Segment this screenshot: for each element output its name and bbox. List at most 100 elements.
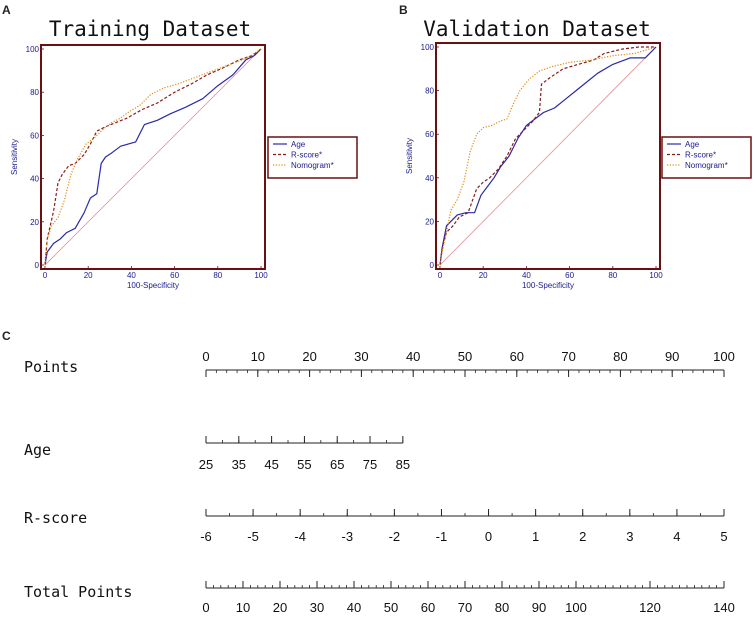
panel-letter-a: A [2, 3, 11, 17]
y-tick-label: 20 [30, 218, 39, 227]
scale-tick-label-total-points: 10 [236, 600, 250, 615]
scale-tick-label-r-score: -6 [200, 529, 212, 544]
scale-tick-label-r-score: 5 [720, 529, 727, 544]
scale-tick-label-age: 55 [297, 457, 311, 472]
series-line-nomogram [439, 46, 657, 266]
scale-tick-label-age: 65 [330, 457, 344, 472]
series-line-rscore [439, 46, 656, 266]
panel-letter-c: C [2, 329, 11, 343]
x-tick-label: 100 [649, 271, 663, 280]
x-axis-label: 100-Specificity [127, 281, 179, 290]
reference-diagonal-line [439, 46, 657, 266]
scale-tick-label-total-points: 120 [639, 600, 661, 615]
x-tick-label: 20 [84, 271, 93, 280]
scale-tick-label-total-points: 0 [202, 600, 209, 615]
scale-tick-label-points: 70 [561, 349, 575, 364]
scale-tick-label-points: 100 [713, 349, 735, 364]
x-tick-label: 100 [254, 271, 268, 280]
x-tick-label: 60 [170, 271, 179, 280]
scale-tick-label-points: 60 [510, 349, 524, 364]
legend-label-nomogram: Nomogram* [291, 161, 334, 170]
roc-chart-training: Training Dataset 0 20 40 60 80 100 0 20 40 60 80 100… [10, 17, 358, 290]
scale-tick-label-total-points: 50 [384, 600, 398, 615]
scale-tick-label-points: 0 [202, 349, 209, 364]
panel-letter-b: B [399, 3, 408, 17]
x-tick-label: 60 [565, 271, 574, 280]
y-tick-label: 60 [30, 131, 39, 140]
scale-label-r-score: R-score [24, 509, 87, 527]
plot-frame [40, 44, 266, 270]
legend-label-rscore: R-score* [685, 151, 716, 160]
scale-tick-label-r-score: 3 [626, 529, 633, 544]
scale-tick-label-r-score: -3 [341, 529, 353, 544]
scale-tick-label-points: 40 [406, 349, 420, 364]
scale-tick-label-total-points: 80 [495, 600, 509, 615]
series-line-age [44, 48, 262, 266]
x-tick-label: 0 [438, 271, 443, 280]
scale-tick-label-r-score: -1 [436, 529, 448, 544]
scale-tick-label-r-score: -4 [294, 529, 306, 544]
y-tick-label: 100 [421, 43, 435, 52]
reference-diagonal-line [44, 48, 262, 266]
scale-label-age: Age [24, 441, 51, 459]
scale-tick-label-points: 80 [613, 349, 627, 364]
y-tick-label: 20 [425, 217, 434, 226]
y-tick-label: 80 [425, 87, 434, 96]
scale-tick-label-r-score: 4 [673, 529, 680, 544]
series-line-nomogram [44, 48, 262, 266]
scale-tick-label-points: 20 [302, 349, 316, 364]
y-tick-label: 40 [30, 175, 39, 184]
y-tick-label: 100 [26, 45, 40, 54]
series-line-rscore [44, 48, 262, 266]
y-axis-label: Sensitivity [405, 138, 414, 174]
scale-tick-label-r-score: 2 [579, 529, 586, 544]
x-tick-label: 40 [522, 271, 531, 280]
scale-tick-label-total-points: 20 [273, 600, 287, 615]
y-tick-label: 0 [430, 261, 435, 270]
scale-tick-label-total-points: 90 [532, 600, 546, 615]
scale-tick-label-r-score: -2 [389, 529, 401, 544]
roc-chart-validation: Validation Dataset 0 20 40 60 80 100 0 20 40 60 80 1… [405, 17, 752, 290]
y-tick-label: 0 [35, 261, 40, 270]
x-tick-label: 20 [479, 271, 488, 280]
x-tick-label: 40 [127, 271, 136, 280]
scale-tick-label-total-points: 140 [713, 600, 735, 615]
y-tick-label: 80 [30, 88, 39, 97]
chart-title: Training Dataset [49, 17, 251, 41]
scale-label-points: Points [24, 358, 78, 376]
scale-tick-label-r-score: 0 [485, 529, 492, 544]
legend-label-rscore: R-score* [291, 151, 322, 160]
y-tick-label: 60 [425, 130, 434, 139]
x-axis-label: 100-Specificity [522, 281, 574, 290]
legend-label-age: Age [291, 140, 306, 149]
scale-tick-label-age: 75 [363, 457, 377, 472]
scale-tick-label-total-points: 60 [421, 600, 435, 615]
scale-label-total-points: Total Points [24, 583, 132, 601]
scale-tick-label-age: 85 [396, 457, 410, 472]
scale-tick-label-points: 90 [665, 349, 679, 364]
legend-label-age: Age [685, 140, 700, 149]
scale-tick-label-age: 25 [199, 457, 213, 472]
scale-tick-label-r-score: 1 [532, 529, 539, 544]
scale-tick-label-points: 10 [251, 349, 265, 364]
scale-tick-label-total-points: 100 [565, 600, 587, 615]
scale-tick-label-r-score: -5 [247, 529, 259, 544]
scale-tick-label-age: 45 [264, 457, 278, 472]
x-tick-label: 80 [608, 271, 617, 280]
scale-tick-label-points: 30 [354, 349, 368, 364]
y-axis-label: Sensitivity [10, 139, 19, 175]
legend-label-nomogram: Nomogram* [685, 161, 728, 170]
scale-tick-label-age: 35 [232, 457, 246, 472]
series-line-age [439, 46, 657, 266]
y-tick-label: 40 [425, 174, 434, 183]
scale-tick-label-total-points: 30 [310, 600, 324, 615]
plot-frame [435, 42, 661, 270]
scale-tick-label-points: 50 [458, 349, 472, 364]
scale-tick-label-total-points: 40 [347, 600, 361, 615]
x-tick-label: 80 [213, 271, 222, 280]
x-tick-label: 0 [43, 271, 48, 280]
chart-title: Validation Dataset [423, 17, 651, 41]
scale-tick-label-total-points: 70 [458, 600, 472, 615]
